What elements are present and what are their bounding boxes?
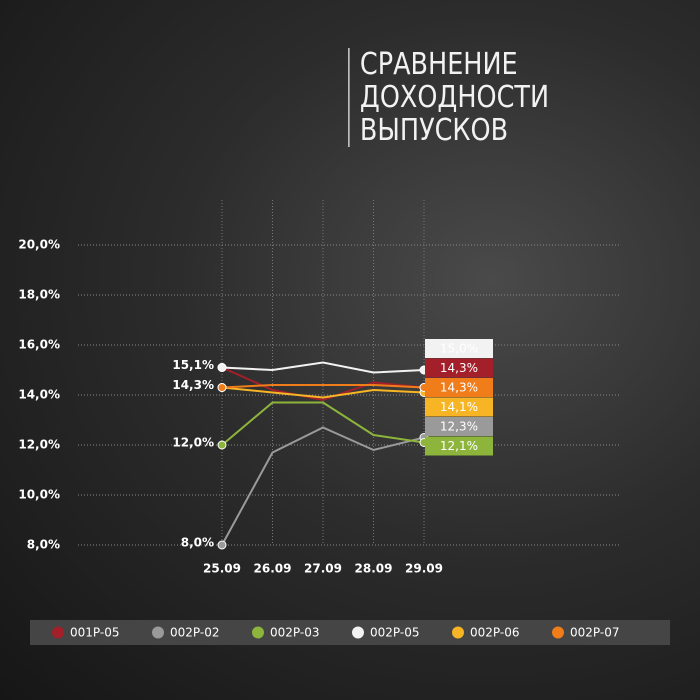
point	[217, 363, 227, 372]
x-tick-label: 28.09	[355, 562, 393, 576]
line	[221, 401, 425, 446]
x-tick-label: 29.09	[405, 562, 443, 576]
y-tick-label: 12,0%	[18, 438, 60, 452]
value-label: 8,0%	[181, 536, 214, 550]
x-tick-label: 26.09	[254, 562, 292, 576]
point	[217, 440, 227, 450]
value-label-box	[425, 436, 493, 456]
value-label-box	[425, 339, 493, 358]
value-label: 15,1%	[172, 358, 214, 372]
line	[221, 386, 425, 399]
value-label: 14,3%	[440, 381, 478, 395]
value-label-box	[425, 378, 493, 397]
legend-marker	[552, 626, 564, 639]
y-tick-label: 8,0%	[27, 538, 60, 552]
line	[221, 361, 425, 374]
y-tick-label: 20,0%	[18, 238, 60, 252]
value-label: 14,3%	[440, 361, 478, 375]
value-label-box	[425, 358, 493, 378]
legend-label: 002P-07	[570, 626, 619, 640]
legend-label: 002P-05	[370, 626, 419, 640]
point	[217, 540, 227, 550]
legend-marker	[152, 626, 164, 639]
legend-label: 002P-03	[270, 626, 319, 640]
value-label: 12,1%	[440, 439, 478, 453]
y-tick-label: 10,0%	[18, 488, 60, 502]
legend-marker	[352, 626, 364, 639]
line	[221, 366, 425, 402]
legend-marker	[252, 626, 264, 639]
value-label: 12,3%	[440, 420, 478, 434]
legend-label: 002P-06	[470, 626, 519, 640]
legend-marker	[52, 626, 64, 639]
value-label: 14,3%	[172, 378, 214, 392]
y-tick-label: 18,0%	[18, 288, 60, 302]
point	[217, 383, 227, 392]
line	[221, 426, 425, 546]
value-label-box	[425, 397, 493, 417]
y-tick-label: 14,0%	[18, 388, 60, 402]
legend-marker	[452, 626, 464, 639]
chart-title: СРАВНЕНИЕ ДОХОДНОСТИ ВЫПУСКОВ	[348, 48, 549, 147]
value-label-box	[425, 417, 493, 436]
y-tick-label: 16,0%	[18, 338, 60, 352]
value-label: 12,0%	[172, 436, 214, 450]
x-tick-label: 27.09	[304, 562, 342, 576]
legend-label: 001P-05	[70, 626, 119, 640]
legend-label: 002P-02	[170, 626, 219, 640]
value-label: 15,0%	[440, 342, 478, 356]
value-label: 14,1%	[440, 400, 478, 414]
line	[221, 384, 425, 389]
x-tick-label: 25.09	[203, 562, 241, 576]
